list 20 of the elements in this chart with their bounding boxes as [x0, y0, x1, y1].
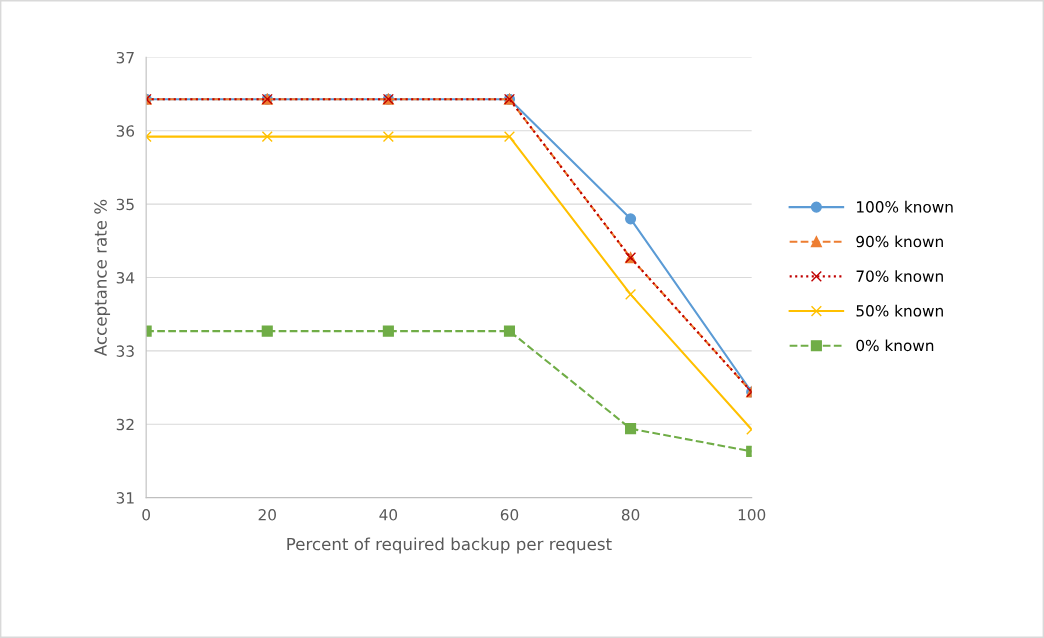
- legend-label: 100% known: [857, 200, 953, 213]
- y-tick-label: 36: [116, 125, 135, 137]
- y-tick-label: 32: [116, 418, 134, 431]
- y-axis-title: Acceptance rate %: [94, 199, 111, 357]
- legend-label: 90% known: [856, 235, 943, 248]
- legend-label: 0% known: [856, 339, 934, 352]
- x-tick-label: 80: [621, 509, 640, 521]
- y-tick-label: 37: [116, 51, 134, 64]
- y-tick-label: 35: [116, 198, 134, 211]
- x-tick-label: 100: [738, 509, 766, 521]
- x-tick-label: 0: [142, 509, 151, 521]
- legend-label: 50% known: [856, 304, 943, 317]
- legend-label: 70% known: [856, 270, 943, 282]
- y-tick-label: 31: [116, 492, 134, 504]
- y-tick-label: 34: [116, 272, 135, 284]
- x-tick-label: 60: [500, 509, 519, 521]
- x-axis-title: Percent of required backup per request: [287, 537, 612, 554]
- x-tick-label: 40: [379, 509, 398, 521]
- x-tick-label: 20: [258, 509, 276, 521]
- y-tick-label: 33: [116, 345, 134, 357]
